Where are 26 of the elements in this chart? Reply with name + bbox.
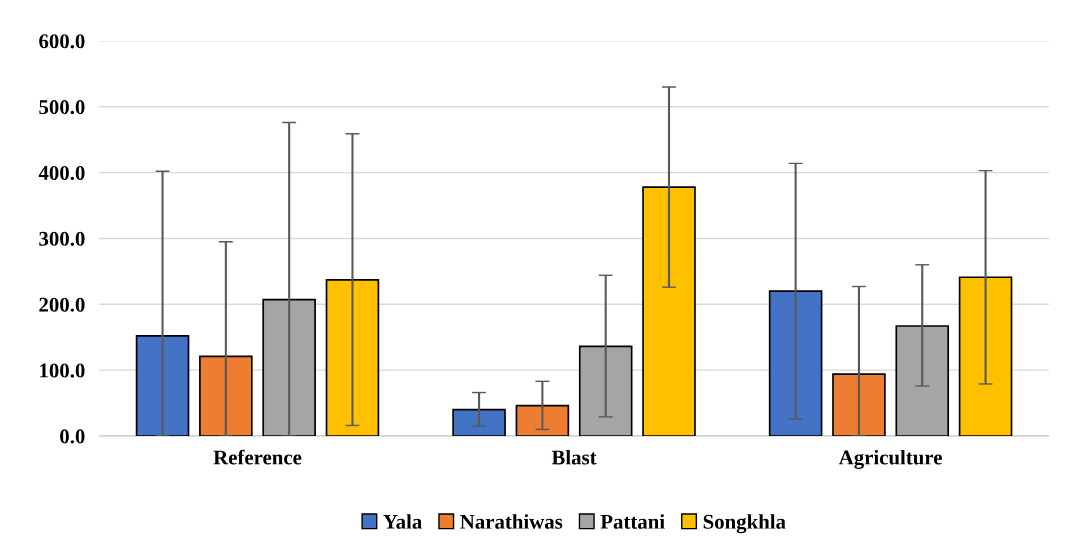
- y-tick-label: 600.0: [39, 34, 85, 49]
- x-tick-label: Blast: [551, 449, 597, 465]
- bar: [262, 298, 316, 436]
- y-tick-label: 400.0: [38, 165, 85, 181]
- y-tick-label: 100.0: [40, 363, 85, 378]
- bar: [135, 335, 190, 436]
- bar: [768, 290, 823, 436]
- bar: [642, 186, 696, 436]
- bar: [832, 373, 886, 436]
- bar: [958, 276, 1013, 436]
- bar: [515, 404, 570, 436]
- legend-label: Pattani: [600, 514, 665, 529]
- bar: [895, 325, 950, 436]
- x-tick-label: Reference: [213, 449, 302, 465]
- legend-label: Narathiwas: [460, 514, 563, 529]
- legend-label: Yala: [383, 514, 422, 529]
- legend-label: Songkhla: [703, 514, 786, 534]
- y-tick-label: 300.0: [39, 231, 85, 246]
- x-tick-label: Agriculture: [838, 449, 942, 469]
- bar: [452, 408, 506, 436]
- bar: [199, 355, 253, 436]
- y-tick-label: 200.0: [39, 297, 85, 312]
- y-tick-label: 500.0: [39, 100, 85, 115]
- y-tick-label: 0.0: [60, 429, 85, 444]
- bar: [578, 345, 633, 436]
- bar: [325, 279, 380, 436]
